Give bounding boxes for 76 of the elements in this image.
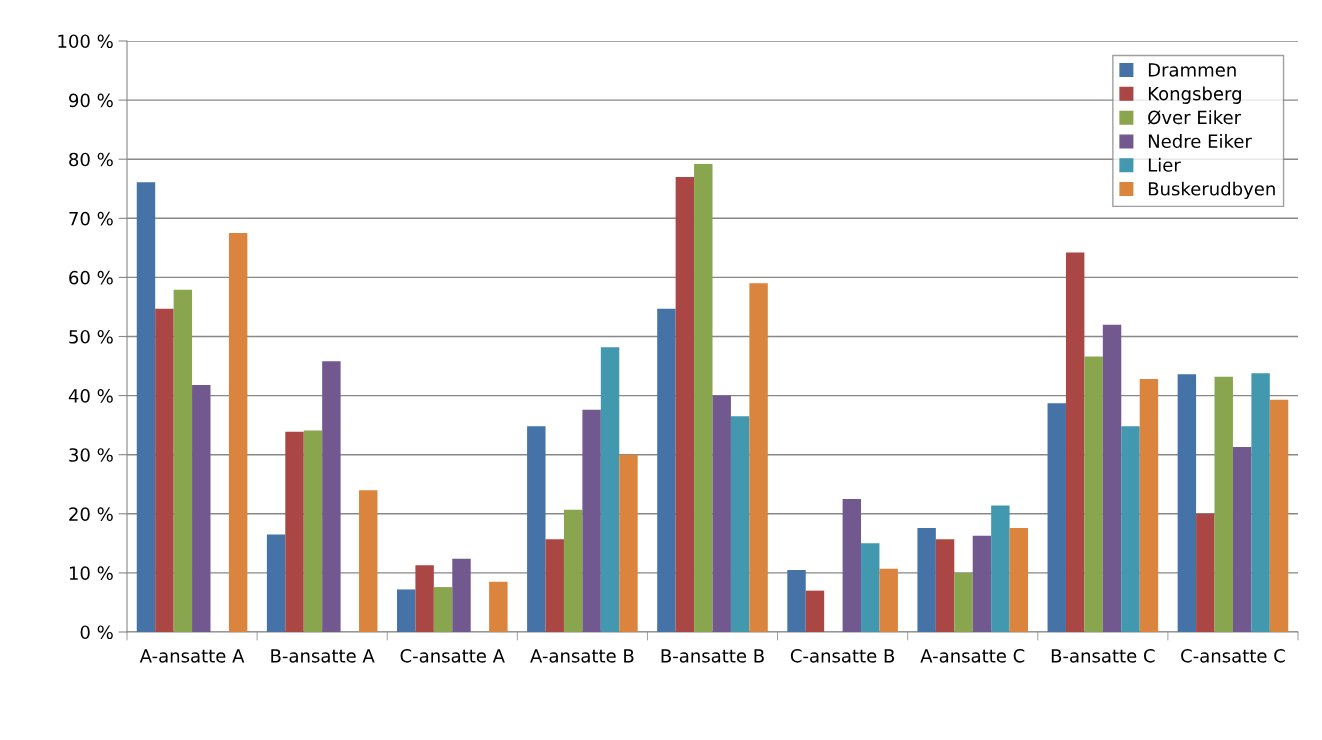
bar — [917, 527, 936, 632]
bar — [1232, 447, 1252, 632]
x-tick-label: B-ansatte C — [1051, 648, 1155, 663]
y-tick-label: 100 % — [58, 34, 113, 49]
legend-label: Øver Eiker — [1148, 110, 1242, 125]
bar — [545, 539, 564, 632]
bar — [1084, 356, 1103, 632]
bar — [1196, 513, 1215, 632]
x-tick-label: B-ansatte A — [271, 649, 375, 663]
x-tick-label: C-ansatte C — [1181, 648, 1285, 663]
y-tick-label: 90 % — [69, 93, 113, 108]
x-tick-label: C-ansatte B — [790, 648, 895, 663]
bar — [1269, 399, 1289, 632]
bar — [563, 509, 583, 632]
bar — [303, 430, 323, 632]
y-tick-label: 50 % — [69, 329, 113, 344]
y-tick-label: 10 % — [69, 566, 113, 581]
bar — [155, 308, 174, 632]
bar — [322, 361, 341, 632]
y-tick-label: 70 % — [69, 211, 113, 226]
bar — [136, 182, 156, 632]
bar — [192, 384, 211, 632]
x-tick-label: C-ansatte A — [400, 648, 505, 663]
y-tick-label: 40 % — [68, 389, 113, 403]
bar — [1251, 373, 1270, 632]
bar — [433, 587, 453, 632]
bar — [749, 283, 768, 632]
bar — [266, 534, 286, 632]
bar — [694, 163, 713, 632]
bar — [600, 347, 620, 632]
bar — [619, 454, 638, 632]
x-tick-label: A-ansatte B — [530, 649, 634, 663]
legend-label: Kongsberg — [1148, 86, 1241, 104]
bar — [935, 539, 955, 632]
y-tick-label: 20 % — [69, 507, 113, 521]
bar — [1009, 527, 1029, 632]
bar — [1047, 403, 1066, 632]
legend-label: Lier — [1148, 157, 1181, 172]
y-tick-label: 30 % — [69, 448, 113, 462]
bar — [675, 176, 695, 632]
bar — [228, 233, 248, 632]
bar — [285, 431, 304, 632]
bar — [1121, 426, 1140, 632]
bar — [1214, 376, 1233, 632]
bar — [359, 490, 378, 632]
bar — [861, 543, 880, 632]
bar — [712, 395, 731, 632]
bar — [730, 416, 750, 632]
y-tick-label: 0 % — [80, 625, 113, 640]
bar — [452, 558, 471, 632]
legend-label: Drammen — [1148, 63, 1236, 77]
legend-label: Nedre Eiker — [1148, 134, 1252, 149]
bar — [1139, 379, 1159, 632]
bar — [1177, 374, 1197, 632]
bar — [954, 572, 973, 632]
bar — [527, 426, 546, 632]
bar — [879, 568, 898, 632]
bar — [842, 499, 862, 632]
bar — [1065, 252, 1085, 632]
bar — [787, 569, 806, 632]
bar — [489, 581, 508, 632]
y-tick-label: 80 % — [69, 152, 113, 167]
bar — [415, 565, 434, 632]
x-tick-label: A-ansatte C — [920, 648, 1025, 663]
bar — [972, 535, 992, 632]
x-tick-label: B-ansatte B — [661, 649, 764, 663]
bar — [582, 409, 601, 632]
bar — [657, 308, 676, 632]
bar — [991, 505, 1010, 632]
x-tick-label: A-ansatte A — [139, 649, 245, 663]
y-tick-label: 60 % — [69, 270, 113, 285]
bar — [173, 289, 193, 632]
bar — [805, 590, 825, 632]
bar — [1102, 324, 1122, 632]
legend-label: Buskerudbyen — [1148, 181, 1275, 200]
bar — [396, 589, 416, 632]
